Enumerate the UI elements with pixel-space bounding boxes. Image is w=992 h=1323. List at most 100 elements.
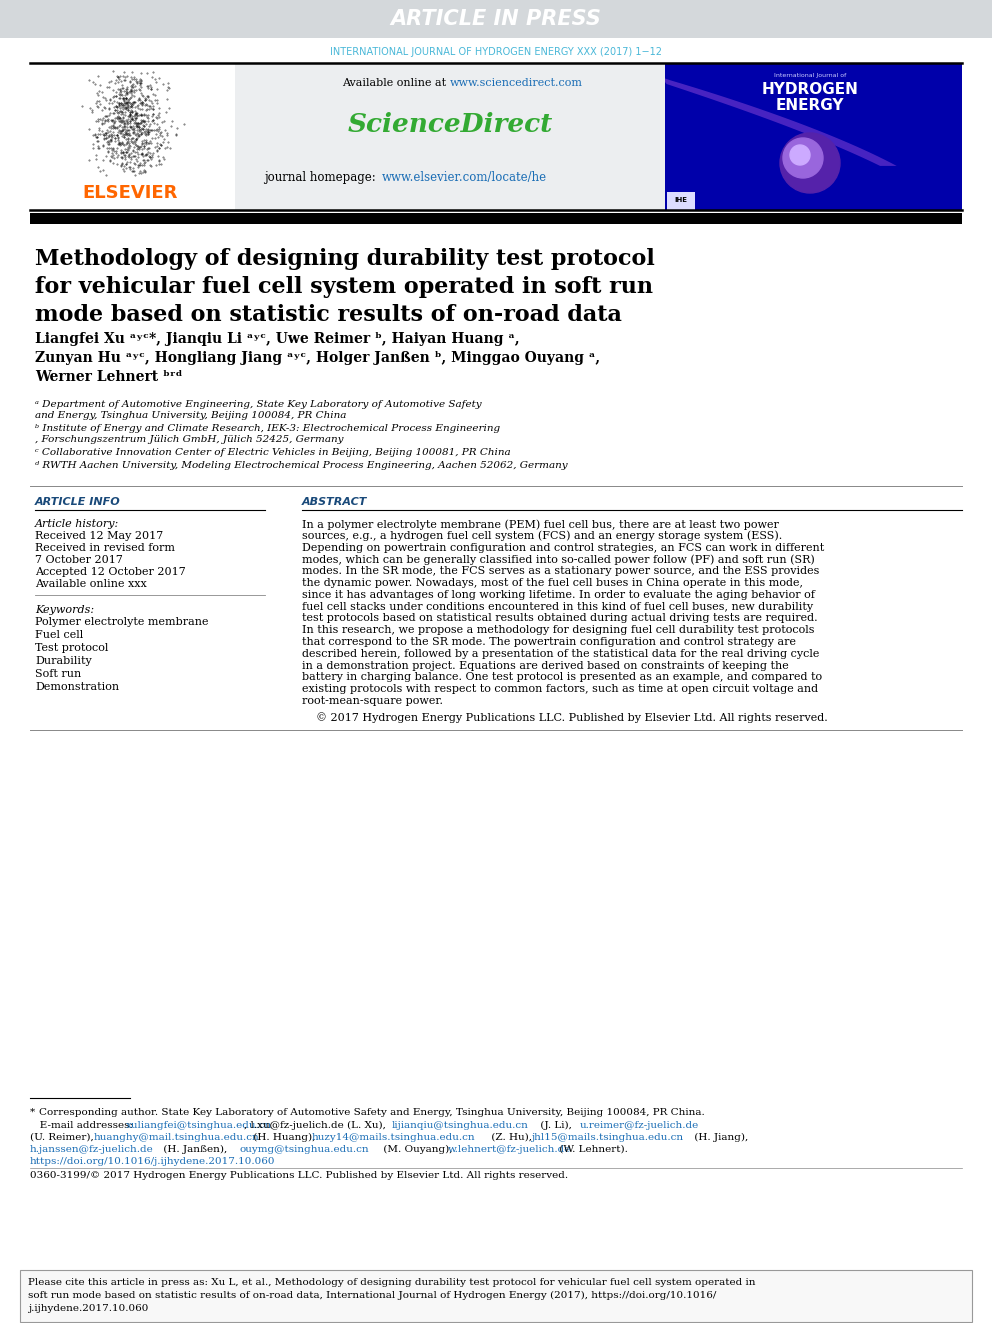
Point: [123, 66, 139, 87]
Text: Zunyan Hu ᵃʸᶜ, Hongliang Jiang ᵃʸᶜ, Holger Janßen ᵇ, Minggao Ouyang ᵃ,: Zunyan Hu ᵃʸᶜ, Hongliang Jiang ᵃʸᶜ, Holg…: [35, 351, 600, 365]
Point: [112, 114, 128, 135]
Text: Test protocol: Test protocol: [35, 643, 108, 654]
Point: [108, 85, 124, 106]
Text: ABSTRACT: ABSTRACT: [302, 497, 367, 507]
Point: [148, 155, 164, 176]
Point: [96, 112, 112, 134]
Point: [117, 98, 133, 119]
Point: [140, 105, 156, 126]
Point: [108, 138, 124, 159]
Point: [132, 136, 148, 157]
Point: [136, 110, 152, 131]
Point: [92, 160, 108, 181]
Point: [105, 138, 121, 159]
Point: [115, 142, 131, 163]
Text: , Forschungszentrum Jülich GmbH, Jülich 52425, Germany: , Forschungszentrum Jülich GmbH, Jülich …: [35, 435, 343, 445]
Point: [139, 98, 155, 119]
Point: [123, 78, 139, 99]
Point: [129, 114, 145, 135]
Point: [98, 124, 114, 146]
Point: [112, 107, 128, 128]
Point: [112, 132, 128, 153]
Point: [106, 124, 122, 146]
Point: [120, 112, 136, 134]
Point: [123, 95, 139, 116]
Point: [158, 138, 174, 159]
Point: [123, 99, 139, 120]
Point: [138, 105, 154, 126]
Point: [96, 127, 112, 148]
Point: [141, 138, 157, 159]
Point: [113, 81, 129, 102]
Point: [125, 122, 141, 143]
Point: [120, 139, 136, 160]
Point: [94, 81, 110, 102]
Point: [126, 112, 142, 134]
Point: [115, 142, 131, 163]
Point: [135, 146, 151, 167]
Point: [112, 134, 128, 155]
Point: [123, 130, 139, 151]
Point: [150, 105, 166, 126]
Point: [122, 103, 138, 124]
Point: [132, 152, 148, 173]
Point: [148, 124, 164, 146]
Point: [153, 135, 169, 156]
Point: [142, 131, 158, 152]
Point: [132, 69, 148, 90]
Point: [114, 77, 130, 98]
Point: [153, 122, 169, 143]
Point: [117, 124, 133, 146]
Point: [140, 149, 156, 171]
Point: [149, 90, 165, 111]
Point: [136, 130, 152, 151]
Point: [115, 87, 131, 108]
Point: [120, 108, 136, 130]
Point: [116, 126, 132, 147]
Point: [140, 107, 156, 128]
Text: sources, e.g., a hydrogen fuel cell system (FCS) and an energy storage system (E: sources, e.g., a hydrogen fuel cell syst…: [302, 531, 783, 541]
Point: [96, 97, 112, 118]
Text: ELSEVIER: ELSEVIER: [82, 184, 178, 202]
Point: [125, 75, 141, 97]
Point: [129, 119, 145, 140]
Point: [99, 131, 115, 152]
Point: [114, 111, 130, 132]
Point: [120, 123, 136, 144]
Point: [125, 128, 141, 149]
Point: [119, 83, 135, 105]
Point: [95, 108, 111, 130]
Point: [126, 82, 142, 103]
Point: [122, 105, 138, 126]
Point: [103, 138, 119, 159]
Point: [109, 97, 125, 118]
Point: [138, 132, 154, 153]
Point: [138, 93, 154, 114]
Point: [108, 140, 124, 161]
Point: [144, 110, 160, 131]
Point: [134, 111, 150, 132]
Point: [129, 95, 145, 116]
Point: [97, 106, 113, 127]
Point: [119, 131, 135, 152]
Point: [89, 97, 105, 118]
Text: (J. Li),: (J. Li),: [537, 1121, 575, 1130]
Point: [90, 138, 106, 159]
Point: [138, 143, 154, 164]
Point: [103, 118, 119, 139]
Text: In this research, we propose a methodology for designing fuel cell durability te: In this research, we propose a methodolo…: [302, 626, 814, 635]
Text: Accepted 12 October 2017: Accepted 12 October 2017: [35, 568, 186, 577]
Text: soft run mode based on statistic results of on-road data, International Journal : soft run mode based on statistic results…: [28, 1291, 716, 1301]
Point: [108, 82, 124, 103]
Point: [130, 156, 146, 177]
Point: [111, 95, 127, 116]
Point: [148, 120, 164, 142]
Point: [117, 105, 133, 126]
Point: [134, 138, 150, 159]
Point: [161, 73, 177, 94]
Point: [126, 160, 142, 181]
Point: [133, 143, 149, 164]
Point: [142, 155, 158, 176]
Point: [94, 123, 110, 144]
Point: [121, 81, 137, 102]
